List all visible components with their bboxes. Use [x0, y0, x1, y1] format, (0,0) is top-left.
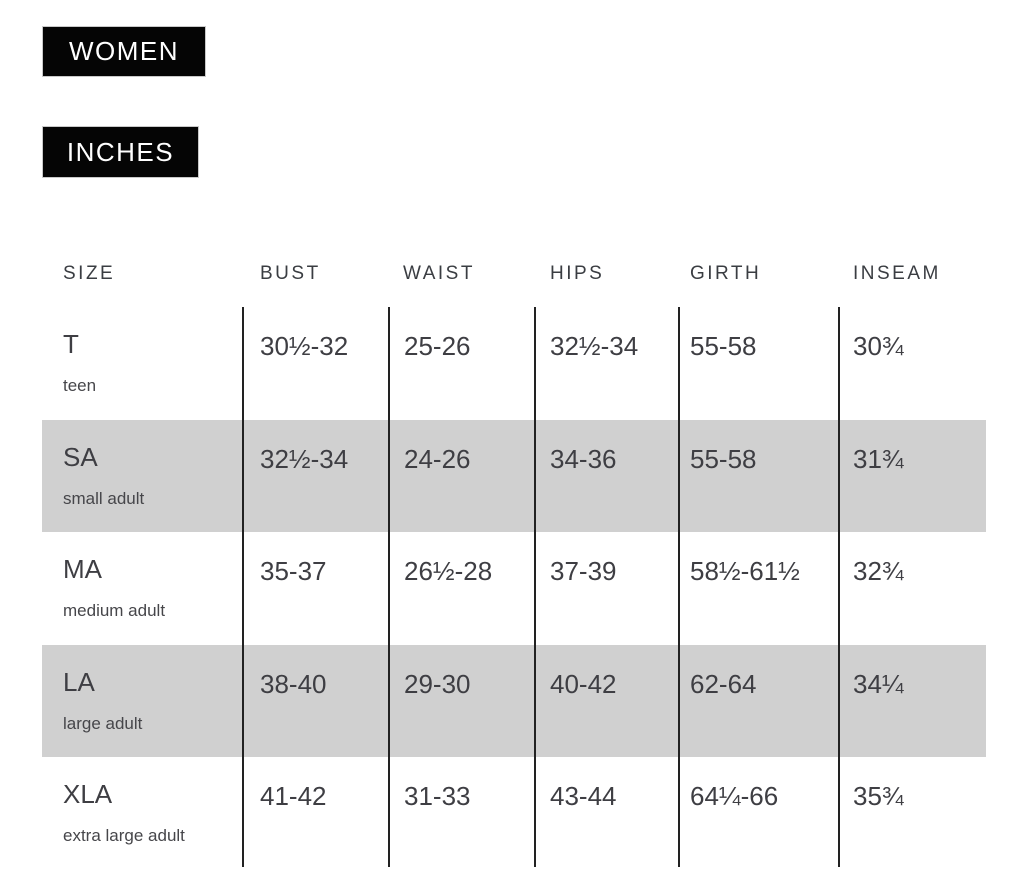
units-badge[interactable]: INCHES — [42, 126, 199, 178]
waist-value: 24-26 — [404, 444, 471, 474]
column-header-inseam: INSEAM — [853, 263, 941, 284]
table-header-row: SIZE BUST WAIST HIPS GIRTH INSEAM — [0, 263, 1010, 287]
column-divider-waist-hips — [534, 307, 536, 867]
column-divider-hips-girth — [678, 307, 680, 867]
girth-value: 55-58 — [690, 444, 757, 474]
size-code: XLA — [63, 779, 113, 809]
hips-value: 34-36 — [550, 444, 617, 474]
hips-value: 43-44 — [550, 781, 617, 811]
girth-value: 55-58 — [690, 331, 757, 361]
waist-value: 26½-28 — [404, 556, 493, 586]
inseam-value: 32¾ — [853, 556, 904, 586]
size-code: SA — [63, 442, 98, 472]
size-label: small adult — [63, 489, 145, 508]
table-row-extra-large-adult: XLA extra large adult 41-42 31-33 43-44 … — [42, 757, 986, 868]
bust-value: 30½-32 — [260, 331, 349, 361]
size-label: large adult — [63, 714, 143, 733]
size-label: teen — [63, 376, 97, 395]
size-code: LA — [63, 667, 95, 697]
gender-badge[interactable]: WOMEN — [42, 26, 206, 77]
column-header-hips: HIPS — [550, 263, 605, 284]
hips-value: 32½-34 — [550, 331, 639, 361]
bust-value: 38-40 — [260, 669, 327, 699]
bust-value: 35-37 — [260, 556, 327, 586]
inseam-value: 35¾ — [853, 781, 904, 811]
inseam-value: 30¾ — [853, 331, 904, 361]
column-header-waist: WAIST — [403, 263, 475, 284]
waist-value: 25-26 — [404, 331, 471, 361]
column-header-size: SIZE — [63, 263, 116, 284]
table-row-large-adult: LA large adult 38-40 29-30 40-42 62-64 3… — [42, 645, 986, 757]
size-label: extra large adult — [63, 826, 185, 845]
table-row-small-adult: SA small adult 32½-34 24-26 34-36 55-58 … — [42, 420, 986, 532]
table-row-teen: T teen 30½-32 25-26 32½-34 55-58 30¾ — [42, 307, 986, 420]
size-label: medium adult — [63, 601, 166, 620]
bust-value: 32½-34 — [260, 444, 349, 474]
column-divider-bust-waist — [388, 307, 390, 867]
girth-value: 62-64 — [690, 669, 757, 699]
hips-value: 37-39 — [550, 556, 617, 586]
waist-value: 31-33 — [404, 781, 471, 811]
column-header-bust: BUST — [260, 263, 321, 284]
column-divider-size-bust — [242, 307, 244, 867]
size-code: MA — [63, 554, 102, 584]
bust-value: 41-42 — [260, 781, 327, 811]
hips-value: 40-42 — [550, 669, 617, 699]
waist-value: 29-30 — [404, 669, 471, 699]
inseam-value: 31¾ — [853, 444, 904, 474]
column-divider-girth-inseam — [838, 307, 840, 867]
column-header-girth: GIRTH — [690, 263, 762, 284]
inseam-value: 34¼ — [853, 669, 904, 699]
size-code: T — [63, 329, 79, 359]
table-row-medium-adult: MA medium adult 35-37 26½-28 37-39 58½-6… — [42, 532, 986, 645]
girth-value: 64¼-66 — [690, 781, 779, 811]
girth-value: 58½-61½ — [690, 556, 800, 586]
